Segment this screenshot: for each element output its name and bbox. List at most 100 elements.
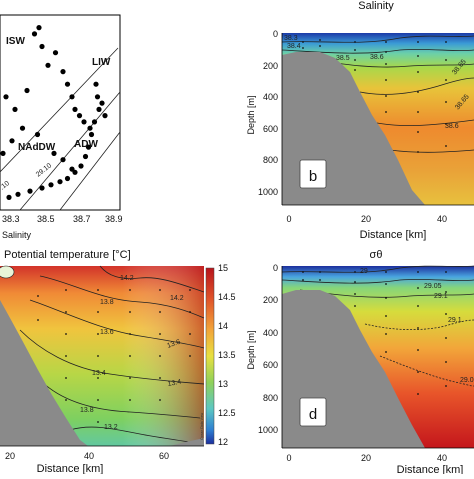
density-stations <box>302 271 447 395</box>
density-contour <box>379 355 474 387</box>
ts-point <box>31 31 38 37</box>
salinity-contour-label: 38.5 <box>336 55 350 62</box>
isopycnal-label: .10 <box>0 180 11 192</box>
temperature-surface-patch <box>0 265 15 279</box>
ts-point <box>69 94 75 100</box>
ts-point <box>78 163 84 169</box>
density-y-tick: 0 <box>273 263 278 273</box>
density-contour <box>281 279 474 284</box>
ts-point <box>45 62 51 68</box>
panel-label-d: d <box>309 406 317 423</box>
salinity-stations <box>302 39 447 153</box>
colorbar-tick: 14.5 <box>218 292 236 302</box>
temperature-contour-label: 14.2 <box>170 295 184 302</box>
ts-point <box>72 106 78 112</box>
density-x-tick: 0 <box>286 453 291 463</box>
salinity-panel: Salinity 38.3 38.4 38.6 38.5 38.65 38.65… <box>246 0 474 241</box>
temperature-x-tick: 60 <box>159 451 169 461</box>
isopycnal-line <box>19 91 121 211</box>
ts-point <box>48 182 54 188</box>
salinity-contour <box>359 77 474 95</box>
ts-point <box>81 119 87 125</box>
density-contour <box>281 265 474 273</box>
ts-point <box>91 119 98 125</box>
ts-point <box>39 185 45 191</box>
colorbar-ticks: 15 14.5 14 13.5 13 12.5 12 <box>218 263 236 447</box>
density-title: σθ <box>370 249 383 261</box>
panel-label-b: b <box>309 168 317 185</box>
density-contour-label: 29.0 <box>460 377 474 384</box>
ts-point <box>102 113 108 119</box>
salinity-x-tick: 20 <box>361 214 371 224</box>
temperature-contour-label: 13.8 <box>100 299 114 306</box>
density-x-tick: 40 <box>437 453 447 463</box>
density-panel: σθ 29 29.05 29.1 29.1 29.0 0 200 40 <box>246 249 474 476</box>
isopycnal-label: 29.10 <box>35 162 53 178</box>
salinity-y-axis: 0 200 400 600 800 1000 Depth [m] <box>246 29 278 197</box>
density-contour-label: 29.1 <box>448 317 462 324</box>
salinity-x-label: Distance [km] <box>360 229 427 241</box>
temperature-seafloor <box>0 300 88 446</box>
ts-point <box>0 150 6 156</box>
ts-x-label: Salinity <box>2 230 32 240</box>
ts-point <box>34 131 41 138</box>
ts-point <box>39 43 45 50</box>
salinity-y-tick: 400 <box>263 92 278 102</box>
ts-point <box>82 153 89 160</box>
ts-point <box>76 113 83 119</box>
temperature-x-label: Distance [km] <box>37 463 104 474</box>
ts-point <box>93 81 99 87</box>
ts-point <box>52 50 59 56</box>
ts-x-tick: 38.9 <box>105 214 123 224</box>
ts-point <box>99 100 105 106</box>
salinity-contour <box>371 119 474 126</box>
temperature-contour <box>69 426 201 445</box>
water-mass-naddw: NAdDW <box>18 142 56 153</box>
colorbar-tick: 12 <box>218 437 228 447</box>
temperature-x-tick: 20 <box>5 451 15 461</box>
colorbar-tick: 14 <box>218 321 228 331</box>
temperature-stations <box>37 289 191 423</box>
colorbar-tick: 13 <box>218 379 228 389</box>
temperature-contour-label: 13.2 <box>104 424 118 431</box>
salinity-contour <box>281 49 474 54</box>
ts-point <box>9 138 15 144</box>
density-contour-label: 29.1 <box>434 293 448 300</box>
salinity-y-tick: 600 <box>263 124 278 134</box>
density-x-axis: 0 20 40 Distance [km] <box>286 453 463 476</box>
ts-x-tick: 38.5 <box>37 214 55 224</box>
temperature-contour-label: 14.2 <box>120 275 134 282</box>
temperature-contour <box>29 299 205 349</box>
density-contour-label: 29.05 <box>424 283 442 290</box>
ts-point <box>94 94 101 100</box>
ts-point <box>57 179 63 185</box>
ts-point <box>60 157 66 163</box>
water-mass-adw: ADW <box>74 139 98 150</box>
salinity-contour-label: 38.6 <box>445 123 459 130</box>
temperature-contour <box>19 329 205 385</box>
salinity-x-axis: 0 20 40 Distance [km] <box>286 214 447 241</box>
ts-point <box>12 106 18 112</box>
panel-label-box <box>299 159 327 189</box>
salinity-title: Salinity <box>358 0 394 12</box>
density-contour <box>364 319 474 331</box>
ts-point <box>64 81 71 87</box>
salinity-contour-label: 38.3 <box>284 35 298 42</box>
salinity-y-tick: 1000 <box>258 187 278 197</box>
salinity-contour <box>389 149 474 153</box>
density-y-tick: 400 <box>263 328 278 338</box>
temperature-x-axis: 20 40 60 Distance [km] <box>5 451 169 475</box>
temperature-contour-label: 13.6 <box>100 329 114 336</box>
ts-point <box>27 188 33 194</box>
ts-x-axis: 38.3 38.5 38.7 38.9 Salinity <box>2 214 123 240</box>
panel-label-box <box>299 397 327 427</box>
salinity-y-label: Depth [m] <box>246 95 256 134</box>
salinity-y-tick: 0 <box>273 29 278 39</box>
density-y-tick: 200 <box>263 295 278 305</box>
ts-point <box>51 150 57 156</box>
ts-point <box>87 125 93 131</box>
temperature-x-tick: 40 <box>84 451 94 461</box>
density-contour-label: 29 <box>360 268 368 275</box>
ts-point <box>19 125 26 131</box>
ts-points <box>0 25 108 200</box>
